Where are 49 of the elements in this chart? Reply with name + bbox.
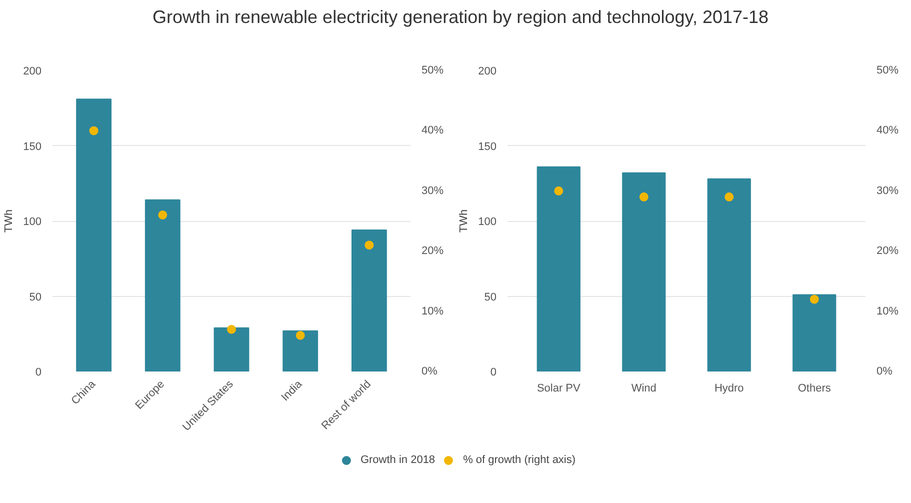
bar bbox=[351, 230, 387, 372]
y-tick-label: 100 bbox=[478, 216, 497, 228]
y2-tick-label: 30% bbox=[876, 184, 899, 197]
y2-tick-label: 10% bbox=[422, 305, 444, 318]
y2-tick-label: 20% bbox=[422, 245, 444, 258]
bar bbox=[282, 330, 318, 372]
y-tick-label: 100 bbox=[23, 216, 42, 228]
bar bbox=[792, 294, 836, 372]
y2-tick-label: 20% bbox=[876, 245, 899, 258]
y-tick-label: 0 bbox=[35, 366, 42, 378]
bar bbox=[76, 98, 112, 372]
bar bbox=[214, 327, 250, 372]
y-axis-title: TWh bbox=[458, 209, 470, 233]
y2-tick-label: 50% bbox=[876, 64, 899, 76]
y-axis-title: TWh bbox=[3, 209, 16, 233]
text: Growth in renewable electricity generation by region and technology, 2017-18 bbox=[152, 6, 769, 29]
bar bbox=[144, 199, 180, 372]
y-tick-label: 150 bbox=[23, 140, 42, 153]
x-tick-label: Wind bbox=[631, 382, 656, 394]
y2-tick-label: 30% bbox=[422, 184, 444, 197]
point bbox=[89, 126, 98, 136]
y-tick-label: 200 bbox=[478, 66, 497, 78]
y-tick-label: 50 bbox=[29, 291, 42, 304]
bar bbox=[622, 172, 666, 372]
y-tick-label: 200 bbox=[23, 66, 42, 78]
point bbox=[639, 192, 648, 202]
bar bbox=[536, 166, 580, 372]
point bbox=[296, 330, 305, 340]
y-tick-label: 0 bbox=[490, 366, 497, 378]
y2-tick-label: 0% bbox=[422, 366, 438, 378]
point bbox=[724, 192, 734, 202]
point bbox=[554, 186, 564, 196]
x-tick-label: Others bbox=[798, 382, 832, 394]
point bbox=[364, 240, 374, 250]
y-tick-label: 150 bbox=[478, 140, 497, 153]
y2-tick-label: 40% bbox=[876, 124, 899, 137]
point bbox=[227, 324, 236, 334]
legend-label: Growth in 2018 bbox=[360, 454, 436, 466]
y2-tick-label: 40% bbox=[422, 124, 444, 137]
y-tick-label: 50 bbox=[484, 291, 497, 304]
point bbox=[810, 294, 819, 304]
y2-tick-label: 10% bbox=[876, 305, 899, 318]
x-tick-label: Solar PV bbox=[536, 382, 582, 394]
legend-label: % of growth (right axis) bbox=[463, 454, 576, 466]
point bbox=[158, 210, 168, 220]
x-tick-label: Hydro bbox=[714, 382, 744, 394]
bar bbox=[707, 178, 751, 372]
y2-tick-label: 50% bbox=[422, 64, 444, 76]
y2-tick-label: 0% bbox=[876, 366, 893, 378]
